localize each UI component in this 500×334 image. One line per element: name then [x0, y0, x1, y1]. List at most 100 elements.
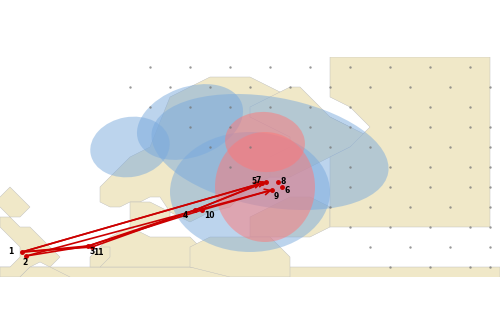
Point — [486, 124, 494, 130]
Point — [446, 144, 454, 150]
Text: 4: 4 — [183, 211, 188, 220]
Text: 3: 3 — [90, 247, 95, 256]
Text: 2: 2 — [22, 258, 27, 267]
Point — [246, 144, 254, 150]
Point — [186, 124, 194, 130]
Point — [466, 124, 474, 130]
Point — [426, 124, 434, 130]
Point — [386, 164, 394, 170]
Point — [166, 84, 174, 90]
Point — [346, 164, 354, 170]
Ellipse shape — [215, 132, 315, 242]
Point — [386, 124, 394, 130]
Point — [486, 264, 494, 270]
Point — [386, 64, 394, 70]
Point — [466, 264, 474, 270]
Polygon shape — [90, 247, 110, 267]
Polygon shape — [250, 87, 370, 177]
Point — [466, 164, 474, 170]
Polygon shape — [0, 267, 120, 334]
Point — [346, 184, 354, 190]
Point — [406, 244, 414, 250]
Point — [246, 84, 254, 90]
Polygon shape — [190, 237, 290, 277]
Text: 8: 8 — [280, 176, 286, 185]
Point — [446, 204, 454, 210]
Point — [306, 64, 314, 70]
Point — [386, 224, 394, 230]
Point — [186, 104, 194, 110]
Point — [266, 104, 274, 110]
Point — [226, 124, 234, 130]
Point — [426, 224, 434, 230]
Polygon shape — [100, 77, 350, 222]
Ellipse shape — [137, 84, 243, 160]
Point — [346, 64, 354, 70]
Point — [366, 244, 374, 250]
Point — [226, 104, 234, 110]
Point — [386, 264, 394, 270]
Point — [146, 104, 154, 110]
Point — [366, 204, 374, 210]
Point — [486, 204, 494, 210]
Point — [446, 84, 454, 90]
Polygon shape — [250, 197, 330, 237]
Text: 1: 1 — [8, 246, 14, 256]
Ellipse shape — [90, 117, 170, 177]
Polygon shape — [330, 57, 490, 227]
Polygon shape — [0, 187, 60, 277]
Text: 6: 6 — [284, 186, 290, 195]
Text: 10: 10 — [204, 211, 214, 220]
Point — [426, 64, 434, 70]
Point — [486, 84, 494, 90]
Point — [206, 84, 214, 90]
Point — [346, 224, 354, 230]
Point — [346, 124, 354, 130]
Point — [386, 104, 394, 110]
Point — [466, 184, 474, 190]
Point — [486, 164, 494, 170]
Ellipse shape — [170, 132, 330, 252]
Point — [266, 64, 274, 70]
Text: 7: 7 — [256, 176, 262, 185]
Point — [186, 64, 194, 70]
Point — [326, 144, 334, 150]
Point — [406, 84, 414, 90]
Point — [306, 104, 314, 110]
Polygon shape — [0, 267, 500, 334]
Point — [406, 204, 414, 210]
Text: 11: 11 — [94, 247, 104, 257]
Point — [426, 164, 434, 170]
Point — [486, 184, 494, 190]
Point — [486, 244, 494, 250]
Point — [386, 184, 394, 190]
Point — [146, 64, 154, 70]
Polygon shape — [130, 202, 170, 227]
Point — [466, 224, 474, 230]
Point — [306, 124, 314, 130]
Point — [486, 224, 494, 230]
Point — [406, 144, 414, 150]
Point — [446, 244, 454, 250]
Point — [226, 164, 234, 170]
Point — [426, 264, 434, 270]
Point — [366, 144, 374, 150]
Text: 5: 5 — [251, 177, 256, 186]
Text: 9: 9 — [274, 191, 279, 200]
Point — [426, 104, 434, 110]
Point — [426, 184, 434, 190]
Ellipse shape — [152, 94, 388, 210]
Point — [366, 84, 374, 90]
Point — [486, 144, 494, 150]
Point — [466, 64, 474, 70]
Point — [206, 144, 214, 150]
Point — [346, 104, 354, 110]
Point — [126, 84, 134, 90]
Polygon shape — [100, 227, 200, 267]
Ellipse shape — [225, 112, 305, 172]
Point — [326, 84, 334, 90]
Point — [326, 204, 334, 210]
Point — [466, 104, 474, 110]
Point — [226, 64, 234, 70]
Point — [286, 84, 294, 90]
